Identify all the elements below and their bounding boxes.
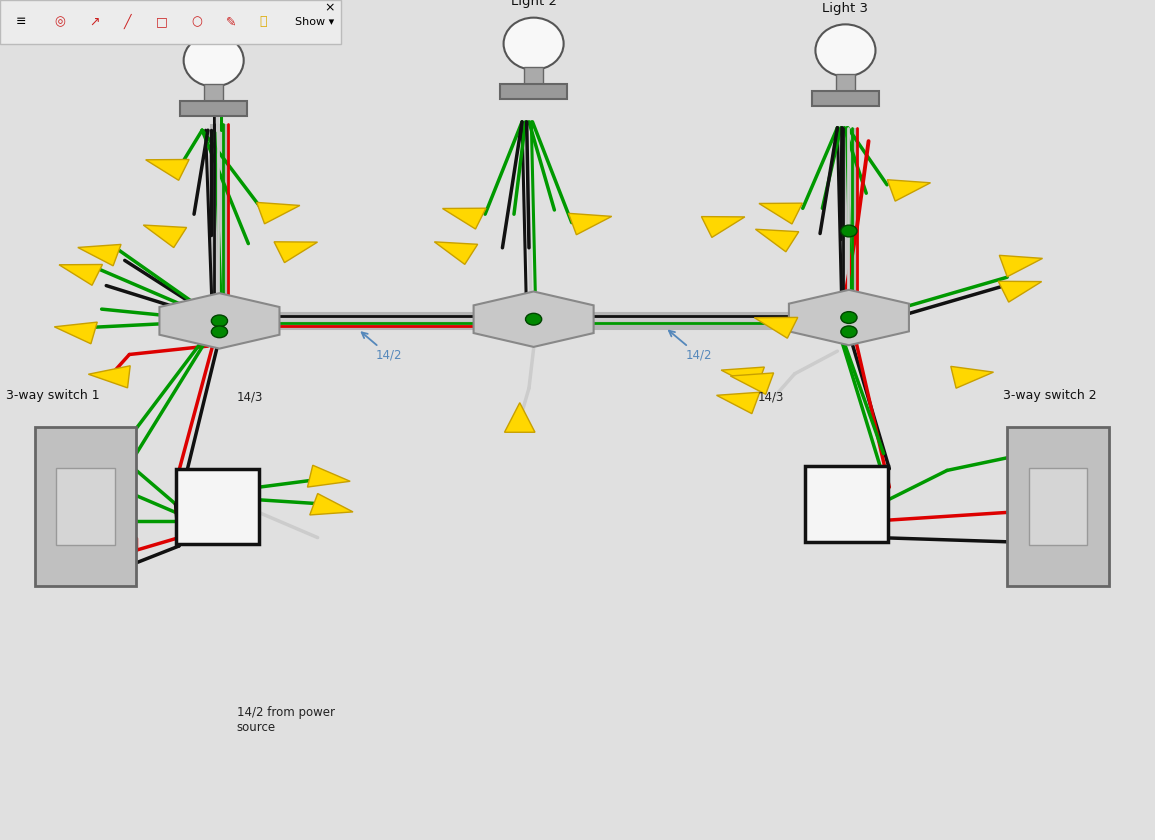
Text: 14/2: 14/2: [686, 349, 713, 361]
Bar: [180, 101, 247, 116]
Ellipse shape: [184, 34, 244, 87]
Text: 3-way switch 2: 3-way switch 2: [1003, 389, 1096, 402]
Polygon shape: [434, 242, 478, 265]
Polygon shape: [755, 229, 799, 252]
Text: ↗: ↗: [89, 15, 100, 29]
Text: ╱: ╱: [124, 14, 131, 29]
Polygon shape: [789, 290, 909, 345]
Polygon shape: [143, 225, 187, 248]
Polygon shape: [754, 318, 798, 339]
Bar: [35, 427, 136, 586]
Polygon shape: [730, 373, 774, 394]
Bar: [0, 0, 341, 44]
Ellipse shape: [504, 18, 564, 70]
Circle shape: [841, 312, 857, 323]
Polygon shape: [474, 291, 594, 347]
Text: Light 1: Light 1: [191, 13, 237, 25]
Polygon shape: [887, 180, 931, 201]
Circle shape: [526, 313, 542, 325]
Text: ◎: ◎: [54, 15, 66, 29]
Text: 14/2: 14/2: [375, 349, 402, 361]
Polygon shape: [568, 213, 612, 234]
Polygon shape: [54, 322, 97, 344]
Polygon shape: [759, 203, 803, 224]
Polygon shape: [998, 281, 1042, 302]
Bar: [1028, 468, 1088, 545]
Text: 3-way switch 1: 3-way switch 1: [6, 389, 99, 402]
Polygon shape: [274, 242, 318, 263]
Polygon shape: [701, 217, 745, 238]
Polygon shape: [442, 208, 486, 229]
Circle shape: [841, 225, 857, 237]
Polygon shape: [256, 202, 300, 223]
Circle shape: [841, 326, 857, 338]
Bar: [176, 469, 259, 544]
Polygon shape: [505, 402, 535, 433]
Polygon shape: [999, 255, 1043, 276]
Circle shape: [211, 315, 228, 327]
Polygon shape: [721, 367, 765, 388]
Text: ○: ○: [191, 15, 202, 29]
Text: ≡: ≡: [15, 15, 27, 29]
Text: 14/3: 14/3: [758, 391, 784, 403]
Polygon shape: [159, 293, 280, 349]
Polygon shape: [77, 244, 121, 265]
Polygon shape: [951, 366, 993, 388]
Polygon shape: [89, 365, 131, 388]
Polygon shape: [146, 160, 189, 181]
Text: Light 2: Light 2: [511, 0, 557, 8]
Bar: [805, 466, 888, 542]
Text: ✎: ✎: [225, 15, 237, 29]
Bar: [204, 84, 223, 102]
Text: 14/3: 14/3: [237, 391, 263, 403]
Text: 14/2 from power
source: 14/2 from power source: [237, 706, 335, 733]
Ellipse shape: [815, 24, 875, 76]
Text: 💬: 💬: [260, 15, 267, 29]
Polygon shape: [310, 494, 353, 515]
Bar: [812, 91, 879, 106]
Bar: [524, 67, 543, 86]
Bar: [500, 84, 567, 99]
Polygon shape: [307, 465, 350, 487]
Polygon shape: [716, 392, 760, 413]
Text: Light 3: Light 3: [822, 3, 869, 15]
Bar: [1007, 427, 1109, 586]
Text: Show ▾: Show ▾: [295, 17, 334, 27]
Circle shape: [211, 326, 228, 338]
Text: ×: ×: [325, 2, 335, 14]
Bar: [836, 74, 855, 92]
Text: □: □: [156, 15, 167, 29]
Polygon shape: [59, 265, 103, 286]
Bar: [55, 468, 116, 545]
